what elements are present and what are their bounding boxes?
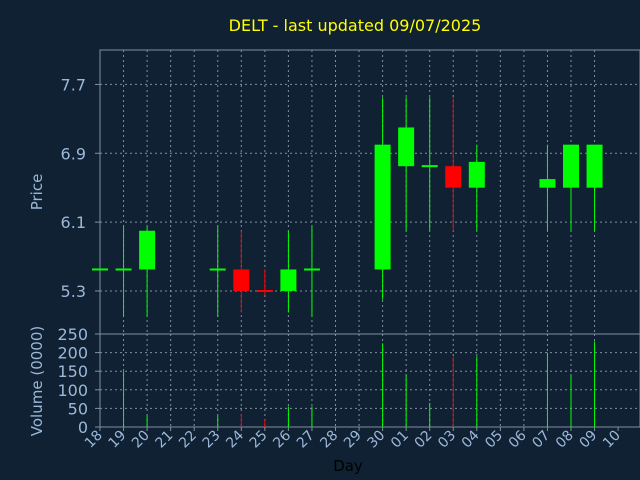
x-tick-label: 30	[365, 428, 389, 452]
volume-tick-label: 200	[57, 344, 88, 363]
x-tick-label: 29	[341, 428, 365, 452]
x-tick-label: 19	[105, 428, 129, 452]
candle	[445, 97, 462, 231]
x-tick-label: 07	[529, 428, 553, 452]
x-tick-label: 23	[200, 428, 224, 452]
price-tick-label: 6.1	[61, 213, 86, 232]
x-axis: 18 19 20 21 22 23 24 25 26 27 28 29 30 01 02 03 04 05 06 07…	[82, 427, 624, 451]
candle	[280, 230, 297, 313]
candle-body	[398, 127, 415, 167]
x-tick-label: 27	[294, 428, 318, 452]
candle	[421, 97, 438, 231]
x-tick-label: 08	[553, 428, 577, 452]
volume-panel-border	[99, 333, 640, 428]
volume-tick-label: 100	[57, 381, 88, 400]
volume-bars	[123, 341, 596, 427]
candle-body	[280, 269, 297, 291]
x-tick-label: 21	[153, 428, 177, 452]
volume-tick-label: 250	[57, 325, 88, 344]
x-tick-label: 04	[459, 427, 483, 451]
x-tick-label: 05	[482, 428, 506, 452]
x-tick-label: 24	[223, 427, 247, 451]
candle-body	[445, 166, 462, 188]
candle	[303, 226, 320, 317]
candle	[374, 97, 391, 300]
candles	[92, 97, 603, 317]
candle	[209, 226, 226, 317]
chart-title: DELT - last updated 09/07/2025	[229, 16, 482, 35]
x-tick-label: 02	[412, 428, 436, 452]
candle	[115, 226, 132, 317]
x-tick-label: 20	[129, 428, 153, 452]
candle-body	[374, 144, 391, 270]
candle-body	[539, 179, 556, 188]
price-tick-label: 5.3	[61, 282, 86, 301]
volume-grid	[100, 334, 640, 427]
x-tick-label: 06	[506, 427, 530, 451]
candle-body	[233, 269, 250, 291]
x-tick-label: 03	[435, 428, 459, 452]
candle-body	[139, 230, 156, 270]
volume-axis-label: Volume (0000)	[28, 326, 46, 436]
x-tick-label: 22	[176, 428, 200, 452]
candle-body	[468, 161, 485, 188]
x-tick-label: 01	[388, 428, 412, 452]
price-tick-label: 7.7	[61, 75, 86, 94]
x-tick-label: 26	[270, 427, 294, 451]
candle	[586, 144, 603, 231]
x-tick-label: 25	[247, 428, 271, 452]
x-tick-label: 28	[317, 428, 341, 452]
price-tick-label: 6.9	[61, 144, 86, 163]
price-grid	[100, 50, 640, 334]
x-tick-label: 09	[576, 428, 600, 452]
candle-body	[563, 144, 579, 188]
candle	[398, 97, 415, 231]
candle	[563, 144, 579, 231]
price-axis: 5.3 6.1 6.9 7.7	[61, 75, 100, 301]
candle	[539, 144, 556, 231]
candle	[256, 269, 273, 296]
x-axis-label: Day	[333, 457, 363, 475]
candle-body	[586, 144, 603, 188]
x-tick-label: 10	[600, 428, 624, 452]
candle	[139, 226, 156, 317]
volume-tick-label: 50	[68, 399, 88, 418]
price-axis-label: Price	[28, 174, 46, 211]
volume-tick-label: 150	[57, 362, 88, 381]
volume-tick-label: 0	[78, 418, 88, 437]
candle	[233, 230, 250, 313]
candle	[468, 144, 485, 231]
